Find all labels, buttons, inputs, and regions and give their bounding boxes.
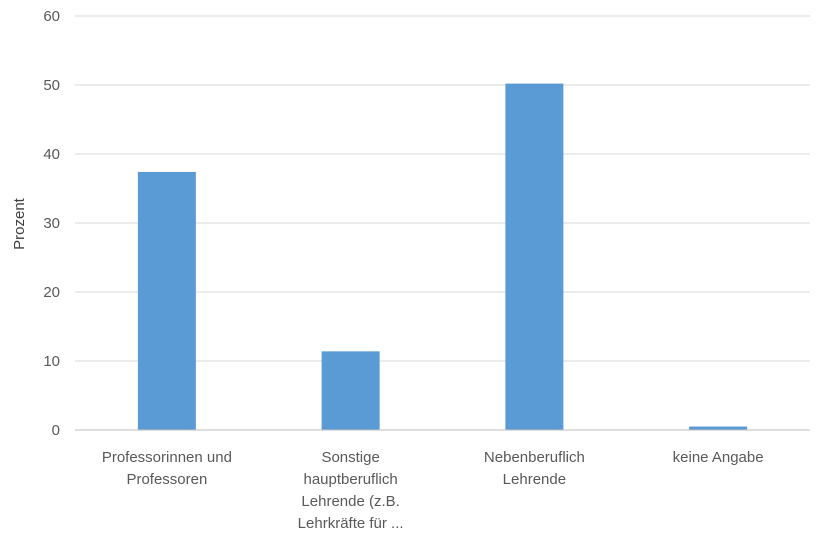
y-axis-ticks: 0 10 20 30 40 50 60 (43, 8, 60, 439)
y-tick-label: 20 (43, 284, 60, 301)
bar (505, 83, 564, 431)
x-category-label-line: Lehrkräfte für ... (298, 515, 404, 532)
x-category-label-line: Nebenberuflich (484, 449, 585, 466)
y-tick-label: 10 (43, 353, 60, 370)
y-axis-label: Prozent (11, 197, 28, 250)
x-category-label-line: keine Angabe (673, 449, 764, 466)
x-category-label: Nebenberuflich Lehrende (484, 449, 585, 488)
x-category-label-line: Professoren (126, 471, 207, 488)
x-category-label: Professorinnen und Professoren (102, 449, 232, 488)
y-tick-label: 0 (52, 422, 60, 439)
bars (137, 83, 748, 431)
x-category-label-line: Lehrende (503, 471, 566, 488)
y-tick-label: 30 (43, 215, 60, 232)
x-category-label-line: Professorinnen und (102, 449, 232, 466)
x-axis-categories: Professorinnen und Professoren Sonstige hau… (102, 449, 764, 532)
x-category-label-line: hauptberuflich (304, 471, 398, 488)
bar (689, 426, 748, 430)
y-tick-label: 40 (43, 146, 60, 163)
x-category-label: keine Angabe (673, 449, 764, 466)
x-category-label-line: Lehrende (z.B. (301, 493, 399, 510)
bar (137, 171, 196, 430)
y-tick-label: 60 (43, 8, 60, 25)
gridlines (75, 15, 810, 362)
y-tick-label: 50 (43, 77, 60, 94)
x-category-label: Sonstige hauptberuflich Lehrende (z.B. Lehr… (298, 449, 404, 532)
x-category-label-line: Sonstige (321, 449, 379, 466)
bar (321, 351, 380, 430)
